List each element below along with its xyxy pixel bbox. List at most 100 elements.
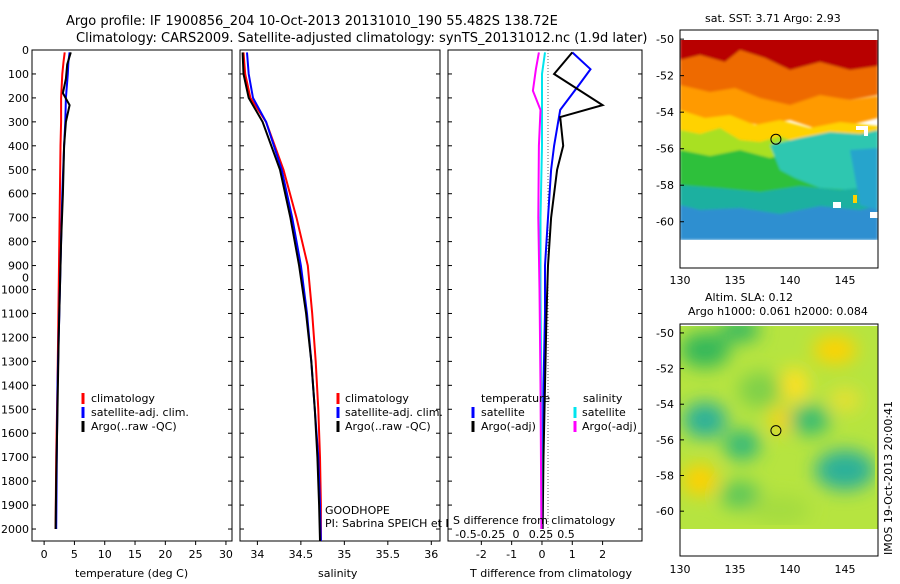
map-x-tick-label: 130: [670, 563, 691, 576]
legend-label-argo: Argo(..raw -QC): [345, 420, 431, 433]
legend-label-climatology: climatology: [345, 392, 409, 405]
figure-title-line2: Climatology: CARS2009. Satellite-adjuste…: [76, 31, 648, 46]
y-tick-label: 300: [8, 116, 29, 129]
legend-label-climatology: climatology: [91, 392, 155, 405]
difference-xlabel2: S difference from climatology: [453, 514, 616, 527]
legend-label-satellite: satellite-adj. clim.: [91, 406, 189, 419]
x2-tick-label: 0: [513, 528, 520, 541]
x-tick-label: 34: [250, 548, 264, 561]
y-tick-label: 1400: [1, 379, 29, 392]
x-tick-label: 0: [538, 548, 545, 561]
x-tick-label: -1: [506, 548, 517, 561]
temperature-xlabel: temperature (deg C): [75, 567, 188, 580]
map-y-tick-label: -60: [656, 505, 674, 518]
salinity-xlabel: salinity: [318, 567, 358, 580]
series-line-temperature-satellite: [541, 51, 592, 529]
temperature-series: [54, 52, 72, 530]
argo-location-marker: [770, 425, 782, 437]
map-y-tick-label: -54: [656, 398, 674, 411]
imos-timestamp: IMOS 19-Oct-2013 20:00:41: [882, 401, 895, 555]
argo-location-marker: [770, 133, 782, 145]
y-tick-label: 1900: [1, 499, 29, 512]
x2-tick-label: 0.25: [529, 528, 554, 541]
sla-map-title: Altim. SLA: 0.12: [705, 291, 793, 304]
map-y-tick-label: -56: [656, 434, 674, 447]
x-tick-label: 35.5: [376, 548, 401, 561]
map-x-tick-label: 145: [835, 563, 856, 576]
x-tick-label: 36: [424, 548, 438, 561]
map-x-tick-label: 140: [780, 563, 801, 576]
x-tick-label: 2: [599, 548, 606, 561]
x-tick-label: 34.5: [289, 548, 314, 561]
x-tick-label: 35: [337, 548, 351, 561]
series-line-temperature-argo-adj-: [541, 51, 606, 530]
map-y-tick-label: -50: [656, 33, 674, 46]
map-y-tick-label: -50: [656, 327, 674, 340]
y-tick-label: 1100: [1, 307, 29, 320]
map-x-tick-label: 135: [725, 563, 746, 576]
y-tick-label: 1200: [1, 331, 29, 344]
y-tick-label: 0: [22, 44, 29, 57]
legend-label-temp-argo: Argo(-adj): [481, 420, 536, 433]
x-tick-label: 5: [71, 548, 78, 561]
sst-heatmap: [680, 40, 878, 240]
y-tick-label: 700: [8, 212, 29, 225]
temperature-axis-ticks: 0 5 10 15 20 25 300100200300400500600700800900…: [1, 44, 233, 561]
annotation-program: GOODHOPE: [325, 504, 390, 517]
map-x-tick-label: 135: [725, 274, 746, 287]
legend-label-satellite: satellite-adj. clim.: [345, 406, 443, 419]
sla-map-panel: Altim. SLA: 0.12 Argo h1000: 0.061 h2000…: [656, 291, 895, 576]
x-tick-label: 10: [98, 548, 112, 561]
legend-label-sal-argo: Argo(-adj): [582, 420, 637, 433]
x-tick-label: 30: [219, 548, 233, 561]
sla-map-axis-ticks: 130 135 140 145 -50 -52 -54 -56 -58 -60: [656, 327, 855, 576]
x-tick-label: -2: [476, 548, 487, 561]
y-tick-label: 200: [8, 92, 29, 105]
legend-heading-temperature: temperature: [481, 392, 550, 405]
sst-map-title: sat. SST: 3.71 Argo: 2.93: [705, 12, 841, 25]
map-x-tick-label: 140: [780, 274, 801, 287]
y-tick-label: 600: [8, 188, 29, 201]
salinity-plot-frame: [239, 49, 441, 542]
y-tick-label: 500: [8, 164, 29, 177]
x-tick-label: 1: [569, 548, 576, 561]
y-tick-label: 100: [8, 68, 29, 81]
y-tick-label: 1300: [1, 355, 29, 368]
legend-label-sal-satellite: satellite: [582, 406, 626, 419]
y-tick-label: 400: [8, 140, 29, 153]
y-tick-label: 0: [22, 272, 29, 285]
map-y-tick-label: -52: [656, 363, 674, 376]
series-line-argo-raw-qc-: [54, 52, 72, 530]
x-tick-label: 20: [158, 548, 172, 561]
y-tick-label: 1600: [1, 427, 29, 440]
salinity-axis-ticks: 34 34.5 35 35.5 36: [240, 49, 440, 561]
series-line-salinity-argo-adj-: [531, 52, 543, 530]
salinity-series: [241, 52, 322, 542]
legend-heading-salinity: salinity: [583, 392, 623, 405]
temperature-legend: climatology satellite-adj. clim. Argo(..…: [81, 392, 189, 433]
x-tick-label: 0: [41, 548, 48, 561]
difference-panel: -2 -1 0 1 2 -0.5 -0.25 0 0.25 0.5 S difference fr…: [447, 49, 643, 580]
x-tick-label: 15: [128, 548, 142, 561]
legend-label-temp-satellite: satellite: [481, 406, 525, 419]
map-y-tick-label: -56: [656, 143, 674, 156]
temperature-panel: 0 5 10 15 20 25 300100200300400500600700800900…: [1, 44, 233, 580]
x2-tick-label: -0.25: [477, 528, 505, 541]
x-tick-label: 25: [189, 548, 203, 561]
map-y-tick-label: -58: [656, 470, 674, 483]
sst-map-axis-ticks: 130 135 140 145 -50 -52 -54 -56 -58 -60: [656, 33, 855, 287]
y-tick-label: 800: [8, 236, 29, 249]
y-tick-label: 1500: [1, 403, 29, 416]
sla-heatmap: [680, 326, 878, 529]
x2-tick-label: -0.5: [455, 528, 476, 541]
legend-label-argo: Argo(..raw -QC): [91, 420, 177, 433]
y-tick-label: 2000: [1, 523, 29, 536]
map-y-tick-label: -58: [656, 179, 674, 192]
difference-legend: temperature salinity satellite Argo(-adj…: [471, 392, 637, 433]
sla-map-subtitle: Argo h1000: 0.061 h2000: 0.084: [688, 305, 868, 318]
sst-map-panel: sat. SST: 3.71 Argo: 2.93 130 135 140 1: [656, 12, 879, 287]
figure-title-line1: Argo profile: IF 1900856_204 10-Oct-2013…: [66, 14, 558, 29]
map-y-tick-label: -52: [656, 70, 674, 83]
y-tick-label: 1000: [1, 284, 29, 297]
